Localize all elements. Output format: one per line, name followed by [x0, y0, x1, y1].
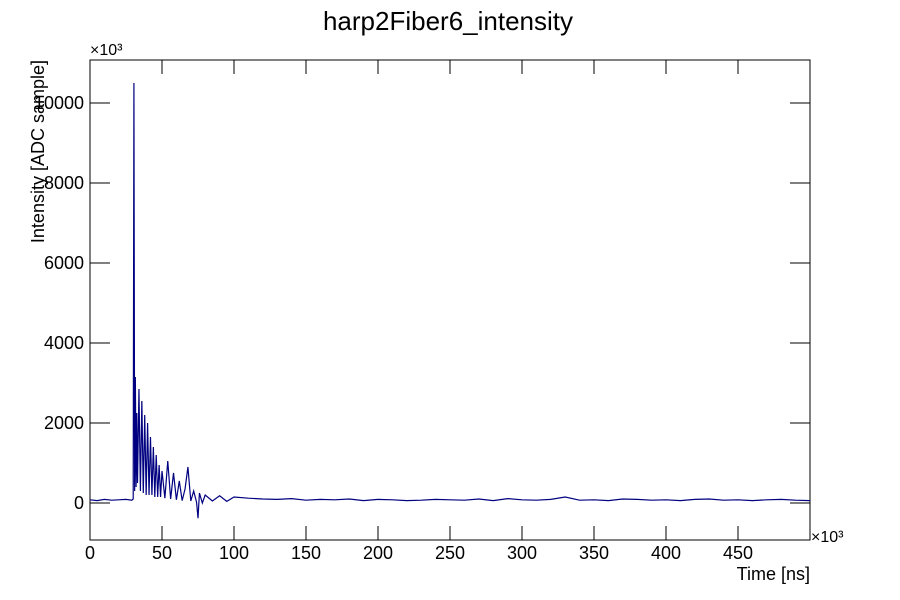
chart-title: harp2Fiber6_intensity [323, 6, 573, 36]
x-tick-label: 450 [723, 543, 753, 563]
y-axis-label: Intensity [ADC sample] [28, 60, 48, 243]
x-tick-label: 350 [579, 543, 609, 563]
y-tick-label: 8000 [44, 173, 84, 193]
y-tick-label: 0 [74, 493, 84, 513]
y-tick-label: 10000 [34, 93, 84, 113]
data-line [89, 82, 811, 519]
x-tick-label: 200 [363, 543, 393, 563]
x-tick-label: 50 [152, 543, 172, 563]
x-multiplier: ×10³ [811, 529, 844, 546]
x-tick-label: 250 [435, 543, 465, 563]
x-tick-label: 300 [507, 543, 537, 563]
y-multiplier: ×10³ [90, 42, 123, 59]
x-tick-label: 400 [651, 543, 681, 563]
x-tick-label: 150 [291, 543, 321, 563]
x-tick-label: 0 [85, 543, 95, 563]
x-tick-label: 100 [219, 543, 249, 563]
y-tick-label: 2000 [44, 413, 84, 433]
x-axis-label: Time [ns] [737, 564, 810, 584]
y-tick-label: 4000 [44, 333, 84, 353]
y-tick-label: 6000 [44, 253, 84, 273]
